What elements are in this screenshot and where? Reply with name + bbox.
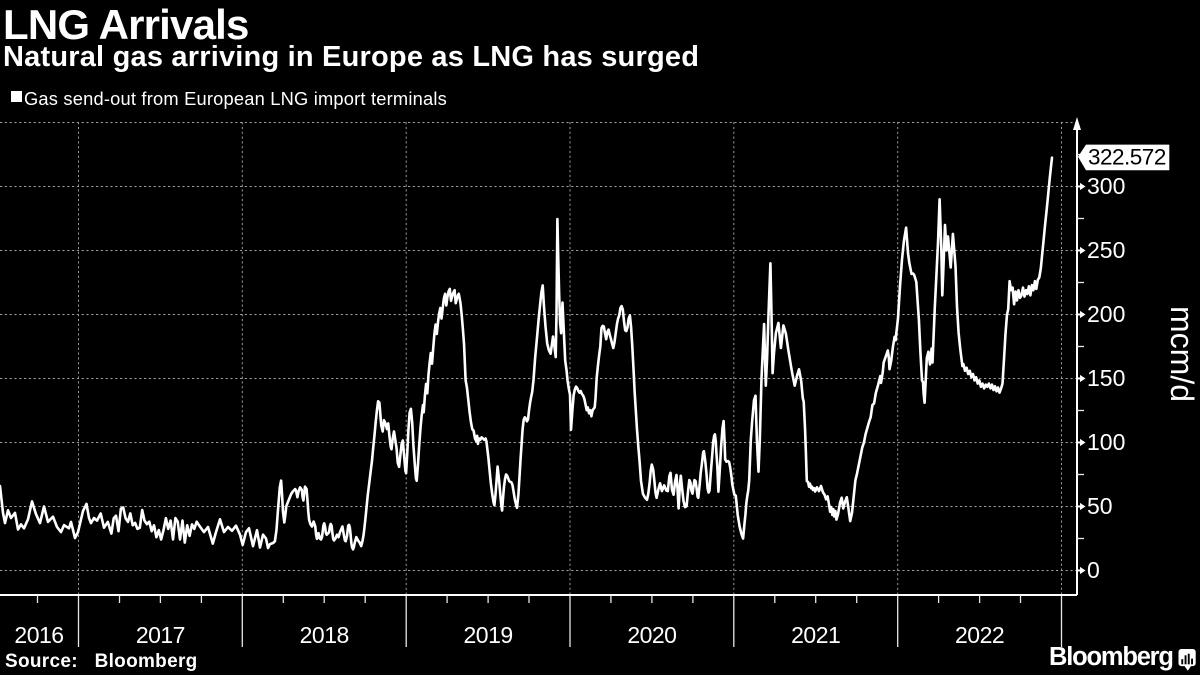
svg-text:2018: 2018 xyxy=(300,622,349,648)
svg-text:250: 250 xyxy=(1087,237,1125,263)
svg-text:mcm/d: mcm/d xyxy=(1164,306,1200,402)
svg-text:2017: 2017 xyxy=(136,622,185,648)
svg-text:0: 0 xyxy=(1087,557,1100,583)
svg-text:2019: 2019 xyxy=(464,622,513,648)
svg-text:50: 50 xyxy=(1087,493,1113,519)
svg-text:2016: 2016 xyxy=(14,622,63,648)
svg-text:300: 300 xyxy=(1087,173,1125,199)
svg-text:200: 200 xyxy=(1087,301,1125,327)
svg-text:322.572: 322.572 xyxy=(1088,145,1166,170)
svg-text:100: 100 xyxy=(1087,429,1125,455)
svg-text:2021: 2021 xyxy=(791,622,840,648)
svg-text:2022: 2022 xyxy=(955,622,1004,648)
svg-text:150: 150 xyxy=(1087,365,1125,391)
svg-text:2020: 2020 xyxy=(627,622,676,648)
